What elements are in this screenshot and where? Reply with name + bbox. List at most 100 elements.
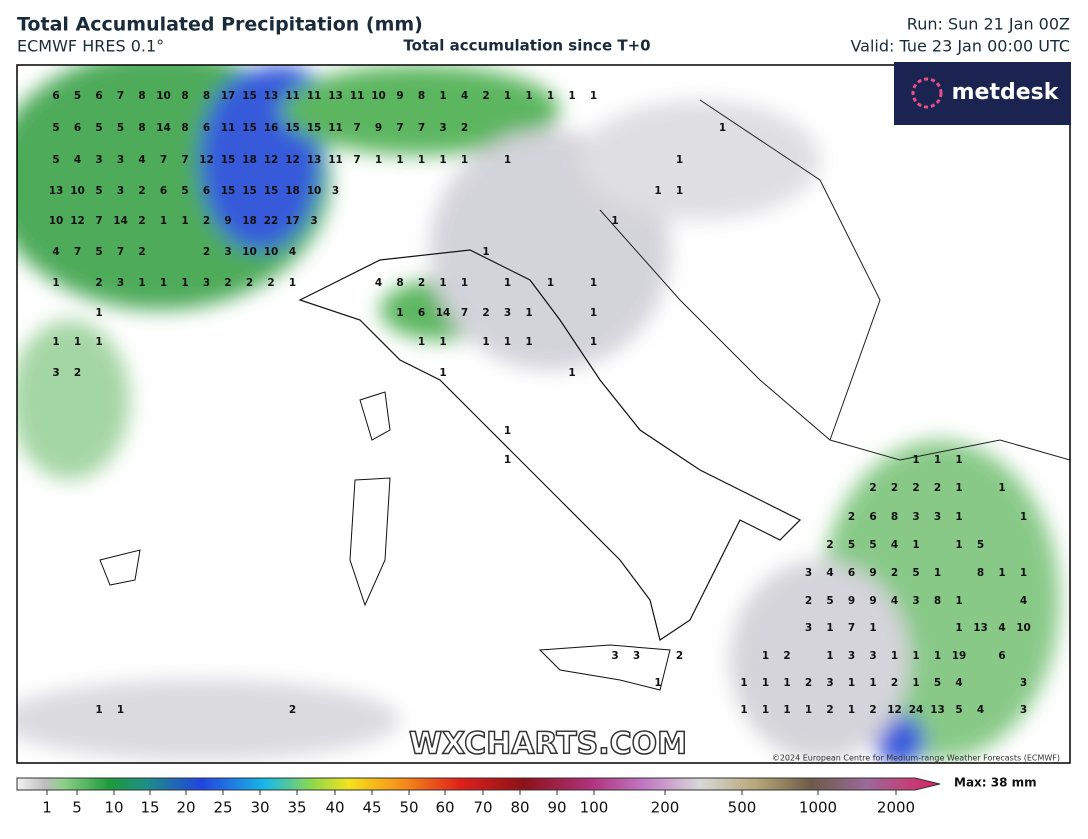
point-value: 9 xyxy=(396,90,403,102)
point-value: 2 xyxy=(934,482,941,494)
point-value: 13 xyxy=(930,704,945,716)
model: ECMWF HRES 0.1° xyxy=(17,37,164,56)
point-value: 15 xyxy=(307,122,322,134)
point-value: 5 xyxy=(955,704,962,716)
point-value: 2 xyxy=(224,277,231,289)
point-value: 1 xyxy=(955,482,962,494)
point-value: 3 xyxy=(117,185,124,197)
max-label: Max: 38 mm xyxy=(954,776,1037,790)
point-value: 11 xyxy=(328,154,343,166)
point-value: 5 xyxy=(52,122,59,134)
colorbar-label: 10 xyxy=(104,799,123,817)
point-value: 14 xyxy=(156,122,171,134)
point-value: 3 xyxy=(912,595,919,607)
point-value: 5 xyxy=(95,185,102,197)
point-value: 12 xyxy=(285,154,300,166)
point-value: 2 xyxy=(138,185,145,197)
point-value: 10 xyxy=(49,215,64,227)
point-value: 5 xyxy=(912,567,919,579)
point-value: 15 xyxy=(242,122,257,134)
point-value: 1 xyxy=(740,677,747,689)
point-value: 8 xyxy=(181,122,188,134)
point-value: 11 xyxy=(350,90,365,102)
point-value: 18 xyxy=(242,215,257,227)
point-value: 3 xyxy=(117,154,124,166)
point-value: 5 xyxy=(869,539,876,551)
point-value: 1 xyxy=(439,277,446,289)
point-value: 1 xyxy=(1020,567,1027,579)
point-value: 6 xyxy=(869,511,876,523)
point-value: 7 xyxy=(74,246,81,258)
point-value: 2 xyxy=(267,277,274,289)
point-value: 1 xyxy=(912,650,919,662)
point-value: 3 xyxy=(1020,704,1027,716)
point-value: 2 xyxy=(912,482,919,494)
point-value: 8 xyxy=(181,90,188,102)
subtitle: Total accumulation since T+0 xyxy=(403,37,650,55)
colorbar-label: 20 xyxy=(176,799,195,817)
point-value: 1 xyxy=(590,307,597,319)
point-value: 1 xyxy=(869,677,876,689)
point-value: 6 xyxy=(418,307,425,319)
point-value: 15 xyxy=(221,185,236,197)
point-value: 1 xyxy=(74,336,81,348)
point-value: 1 xyxy=(461,277,468,289)
point-value: 1 xyxy=(504,90,511,102)
point-value: 3 xyxy=(310,215,317,227)
point-value: 2 xyxy=(676,650,683,662)
point-value: 1 xyxy=(998,482,1005,494)
logo-icon xyxy=(911,77,943,109)
point-value: 1 xyxy=(461,154,468,166)
point-value: 1 xyxy=(783,704,790,716)
point-value: 1 xyxy=(891,650,898,662)
colorbar-label: 70 xyxy=(473,799,492,817)
point-value: 1 xyxy=(826,650,833,662)
point-value: 11 xyxy=(328,122,343,134)
point-value: 12 xyxy=(199,154,214,166)
point-value: 1 xyxy=(439,336,446,348)
point-value: 1 xyxy=(676,185,683,197)
point-value: 1 xyxy=(762,650,769,662)
point-value: 2 xyxy=(783,650,790,662)
point-value: 5 xyxy=(95,246,102,258)
colorbar-label: 25 xyxy=(213,799,232,817)
point-value: 4 xyxy=(138,154,145,166)
point-value: 2 xyxy=(74,367,81,379)
point-value: 3 xyxy=(439,122,446,134)
point-value: 1 xyxy=(590,336,597,348)
point-value: 2 xyxy=(869,704,876,716)
point-value: 11 xyxy=(285,90,300,102)
point-value: 1 xyxy=(568,90,575,102)
point-value: 1 xyxy=(955,539,962,551)
point-value: 1 xyxy=(439,367,446,379)
point-value: 12 xyxy=(70,215,85,227)
point-value: 3 xyxy=(224,246,231,258)
point-value: 1 xyxy=(1020,511,1027,523)
point-value: 4 xyxy=(289,246,296,258)
point-value: 1 xyxy=(654,677,661,689)
point-value: 3 xyxy=(912,511,919,523)
point-value: 6 xyxy=(95,90,102,102)
point-value: 2 xyxy=(848,511,855,523)
point-value: 4 xyxy=(998,622,1005,634)
point-value: 2 xyxy=(461,122,468,134)
point-value: 1 xyxy=(181,215,188,227)
point-value: 5 xyxy=(826,595,833,607)
point-value: 1 xyxy=(418,154,425,166)
point-value: 1 xyxy=(934,454,941,466)
point-value: 13 xyxy=(307,154,322,166)
point-value: 4 xyxy=(461,90,468,102)
point-value: 12 xyxy=(887,704,902,716)
point-value: 14 xyxy=(113,215,128,227)
point-value: 1 xyxy=(504,277,511,289)
map-frame xyxy=(16,64,1071,764)
point-value: 5 xyxy=(848,539,855,551)
point-value: 10 xyxy=(156,90,171,102)
point-value: 1 xyxy=(504,425,511,437)
point-value: 3 xyxy=(633,650,640,662)
point-value: 1 xyxy=(568,367,575,379)
point-value: 2 xyxy=(826,704,833,716)
point-value: 1 xyxy=(955,511,962,523)
point-value: 8 xyxy=(418,90,425,102)
point-value: 1 xyxy=(955,622,962,634)
